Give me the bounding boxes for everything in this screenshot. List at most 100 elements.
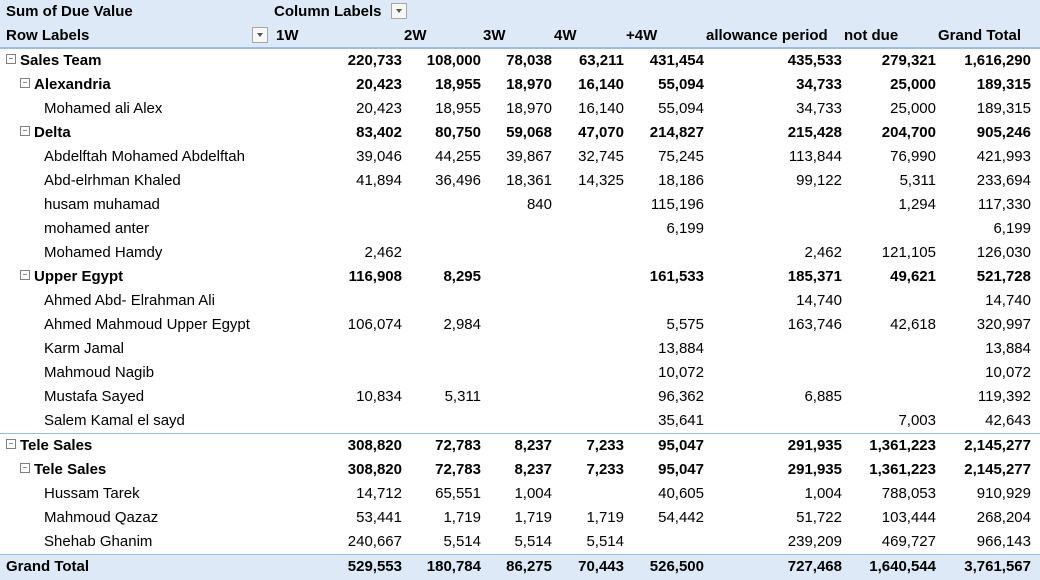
column-labels-caption: Column Labels <box>274 3 382 20</box>
grand-total-cell: 70,443 <box>578 558 624 575</box>
value-cell: 10,072 <box>985 364 1031 381</box>
value-cell: 966,143 <box>976 533 1031 550</box>
value-cell: 7,233 <box>586 461 624 478</box>
value-cell <box>402 193 481 217</box>
row-label: Salem Kamal el sayd <box>44 412 185 429</box>
value-cell: 16,140 <box>578 76 624 93</box>
row-labels-caption: Row Labels <box>6 27 90 44</box>
value-cell: 1,361,223 <box>869 437 936 454</box>
row-labels-filter-dropdown[interactable] <box>252 27 268 43</box>
table-row: Mahmoud Nagib 10,072 10,072 <box>0 361 1040 385</box>
value-cell <box>842 385 936 409</box>
value-cell <box>274 361 402 385</box>
value-cell: 42,618 <box>890 316 936 333</box>
value-cell: 6,199 <box>666 220 704 237</box>
value-cell: 83,402 <box>356 124 402 141</box>
value-cell <box>552 265 624 289</box>
value-cell: 1,004 <box>804 485 842 502</box>
value-cell: 78,038 <box>506 52 552 69</box>
value-cell: 14,325 <box>578 172 624 189</box>
row-label: Sales Team <box>20 52 102 69</box>
value-cell <box>704 409 842 433</box>
collapse-toggle-icon[interactable]: − <box>6 439 16 450</box>
value-cell: 40,605 <box>658 485 704 502</box>
value-cell: 44,255 <box>435 148 481 165</box>
value-cell: 320,997 <box>976 316 1031 333</box>
row-label: Alexandria <box>34 76 111 93</box>
value-cell: 13,884 <box>658 340 704 357</box>
table-row: husam muhamad 840 115,196 1,294 117,330 <box>0 193 1040 217</box>
value-cell: 1,719 <box>443 509 481 526</box>
value-cell: 204,700 <box>881 124 936 141</box>
value-cell: 99,122 <box>796 172 842 189</box>
value-cell: 34,733 <box>796 76 842 93</box>
collapse-toggle-icon[interactable]: − <box>20 78 30 89</box>
table-row: Ahmed Abd- Elrahman Ali 14,740 14,740 <box>0 289 1040 313</box>
value-cell: 54,442 <box>658 509 704 526</box>
value-cell: 14,740 <box>985 292 1031 309</box>
table-row: Mohamed ali Alex 20,423 18,955 18,970 16,140… <box>0 97 1040 121</box>
collapse-toggle-icon[interactable]: − <box>6 54 16 65</box>
value-cell <box>481 409 552 433</box>
row-label: Mahmoud Nagib <box>44 364 155 381</box>
value-cell: 59,068 <box>506 124 552 141</box>
column-header: +4W <box>626 27 658 44</box>
value-cell <box>481 313 552 337</box>
value-cell <box>274 193 402 217</box>
value-cell: 49,621 <box>890 268 936 285</box>
value-cell: 308,820 <box>347 437 402 454</box>
row-label: Tele Sales <box>20 437 93 454</box>
value-cell: 103,444 <box>881 509 936 526</box>
group-row: − Delta 83,402 80,750 59,068 47,070 214,827 215… <box>0 121 1040 145</box>
value-cell: 5,514 <box>514 533 552 550</box>
value-cell: 108,000 <box>426 52 481 69</box>
value-cell: 41,894 <box>356 172 402 189</box>
value-cell: 1,616,290 <box>964 52 1031 69</box>
value-cell: 5,575 <box>666 316 704 333</box>
value-cell: 421,993 <box>976 148 1031 165</box>
value-cell: 65,551 <box>435 485 481 502</box>
value-cell <box>552 361 624 385</box>
value-cell <box>552 241 624 265</box>
grand-total-cell: 529,553 <box>347 558 402 575</box>
value-cell: 14,740 <box>796 292 842 309</box>
value-cell: 106,074 <box>347 316 402 333</box>
table-row: Salem Kamal el sayd 35,641 7,003 42,643 <box>0 409 1040 433</box>
row-label: Upper Egypt <box>34 268 124 285</box>
value-cell: 2,462 <box>804 244 842 261</box>
value-cell: 51,722 <box>796 509 842 526</box>
value-cell: 6,199 <box>993 220 1031 237</box>
value-cell: 291,935 <box>787 437 842 454</box>
value-cell: 18,186 <box>658 172 704 189</box>
row-label: Mahmoud Qazaz <box>44 509 159 526</box>
value-cell: 10,072 <box>658 364 704 381</box>
value-cell <box>552 337 624 361</box>
collapse-toggle-icon[interactable]: − <box>20 270 30 281</box>
column-header: 4W <box>554 27 577 44</box>
value-cell: 121,105 <box>881 244 936 261</box>
value-cell: 35,641 <box>658 412 704 429</box>
value-cell: 18,970 <box>506 76 552 93</box>
collapse-toggle-icon[interactable]: − <box>20 126 30 137</box>
value-cell: 5,514 <box>586 533 624 550</box>
table-row: Mustafa Sayed 10,834 5,311 96,362 6,885 119,3… <box>0 385 1040 409</box>
row-label: Abd-elrhman Khaled <box>44 172 181 189</box>
value-cell <box>624 289 704 313</box>
value-cell: 469,727 <box>881 533 936 550</box>
value-cell: 521,728 <box>976 268 1031 285</box>
value-cell: 96,362 <box>658 388 704 405</box>
grand-total-cell: 1,640,544 <box>869 558 936 575</box>
grand-total-cell: 3,761,567 <box>964 558 1031 575</box>
value-cell: 25,000 <box>890 100 936 117</box>
value-cell: 63,211 <box>578 52 624 69</box>
value-cell: 18,955 <box>435 100 481 117</box>
collapse-toggle-icon[interactable]: − <box>20 463 30 474</box>
value-cell: 239,209 <box>787 533 842 550</box>
column-labels-filter-dropdown[interactable] <box>391 3 407 19</box>
value-cell: 189,315 <box>976 100 1031 117</box>
grand-total-cell: 727,468 <box>787 558 842 575</box>
value-cell <box>552 482 624 506</box>
value-cell: 2,984 <box>443 316 481 333</box>
value-cell: 840 <box>526 196 552 213</box>
